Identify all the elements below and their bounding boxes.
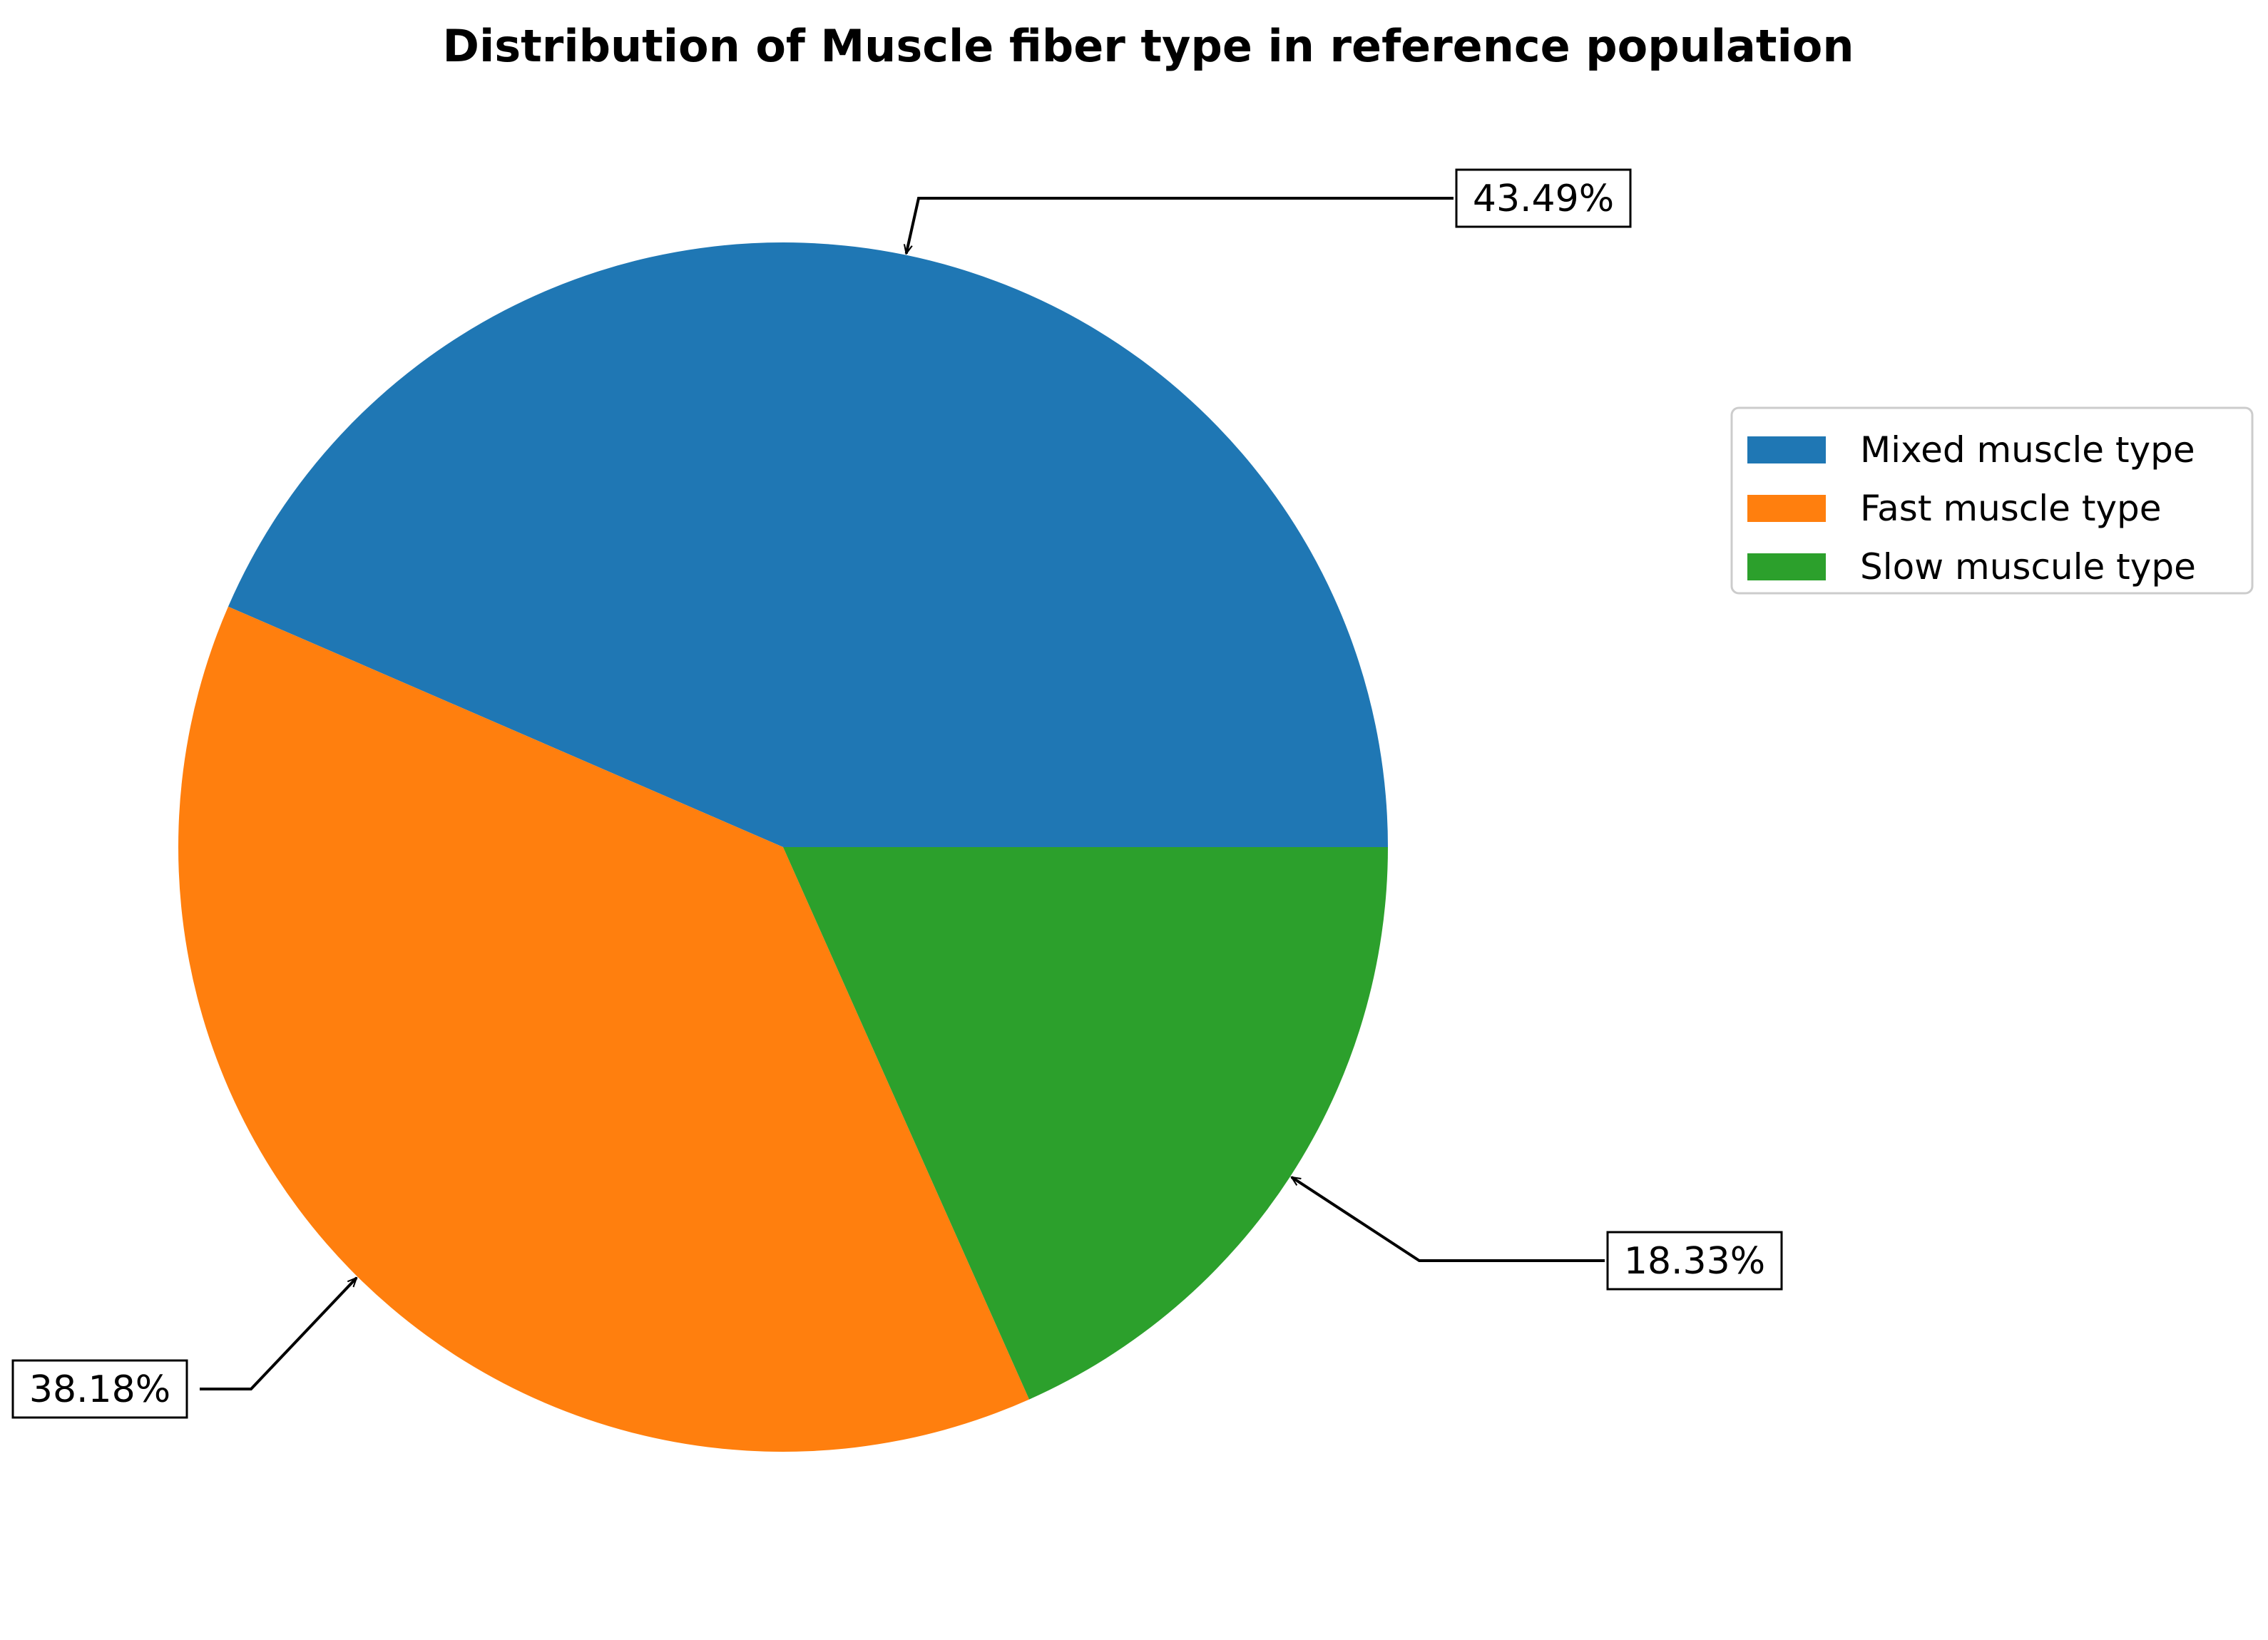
slice-percentage-label: 18.33% [1624,1240,1765,1283]
annotation-arrow [200,1278,357,1390]
slice-percentage-label: 43.49% [1473,178,1614,220]
legend: Mixed muscle type Fast muscle type Slow mu… [1730,406,2254,595]
annotation-arrow [906,197,1454,254]
legend-label: Fast muscle type [1860,488,2162,529]
slice-annotations: 43.49% 38.18% 18.33% [11,168,1783,1419]
legend-swatch [1747,553,1826,580]
pie-slice-mixed-muscle-type [228,242,1389,847]
annotation-box [1455,168,1632,228]
slice-percentage-label: 38.18% [29,1368,170,1411]
chart-title: Distribution of Muscle fiber type in ref… [443,20,1854,72]
legend-frame [1730,406,2254,595]
annotation-arrow [1292,1176,1605,1262]
annotation-box [11,1359,188,1419]
legend-label: Mixed muscle type [1860,429,2195,471]
legend-swatch [1747,495,1826,522]
annotation-box [1606,1231,1783,1291]
legend-label: Slow muscule type [1860,546,2196,588]
pie-slice-slow-muscule-type [783,847,1388,1400]
legend-swatch [1747,436,1826,463]
pie-slice-fast-muscle-type [178,606,1030,1452]
pie-slices [178,242,1389,1452]
